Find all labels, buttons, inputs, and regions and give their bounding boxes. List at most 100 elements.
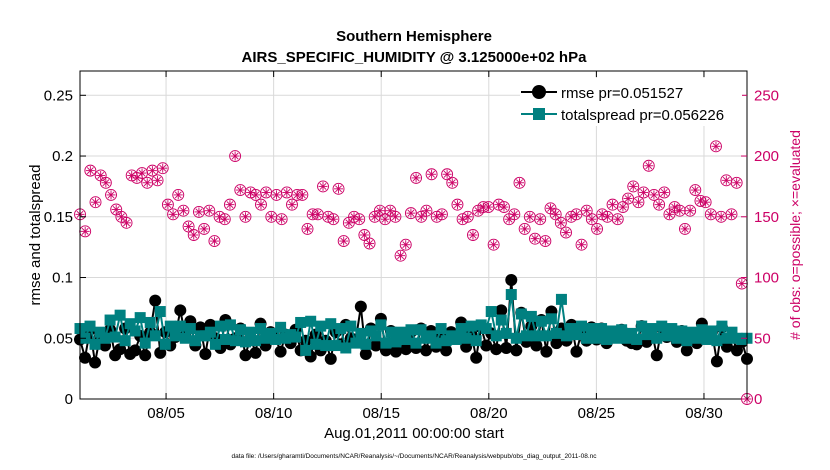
obs-evaluated-point (344, 218, 354, 228)
spread-point (530, 330, 542, 342)
obs-evaluated-point (359, 230, 369, 240)
obs-possible-point (301, 222, 314, 235)
spread-point (570, 329, 582, 341)
x-tick-label: 08/30 (685, 405, 723, 422)
obs-evaluated-stroke (231, 152, 239, 160)
obs-evaluated-point (664, 209, 674, 219)
spread-point (545, 313, 557, 325)
spread-point (510, 332, 522, 344)
y-tick-label: 0.05 (44, 330, 73, 347)
obs-possible-point (549, 208, 562, 221)
obs-evaluated-point (411, 173, 421, 183)
rmse-point (530, 339, 543, 352)
obs-evaluated-point (153, 175, 163, 185)
rmse-point (324, 352, 337, 365)
spread-point (144, 316, 156, 328)
spread-point (245, 326, 257, 338)
rmse-point (274, 345, 287, 358)
rmse-point (89, 356, 102, 369)
obs-possible-point (658, 186, 671, 199)
obs-evaluated-point (649, 190, 659, 200)
rmse-point (500, 341, 513, 354)
obs-evaluated-point (375, 206, 385, 216)
obs-evaluated-stroke (609, 201, 617, 209)
spread-point (360, 338, 372, 350)
obs-possible-point (120, 216, 133, 229)
obs-evaluated-point (582, 206, 592, 216)
rmse-point (420, 344, 433, 357)
spread-point (450, 333, 462, 345)
obs-evaluated-point (546, 203, 556, 213)
y-right-tick-label: 50 (754, 330, 771, 347)
spread-point (375, 319, 387, 331)
obs-possible-point (575, 238, 588, 251)
spread-point (290, 331, 302, 343)
rmse-point (369, 339, 382, 352)
obs-evaluated-stroke (97, 172, 105, 179)
obs-evaluated-stroke (464, 213, 472, 221)
obs-evaluated-point (354, 214, 364, 224)
obs-evaluated-stroke (86, 167, 94, 175)
obs-evaluated-point (721, 175, 731, 185)
obs-evaluated-point (235, 185, 245, 195)
obs-evaluated-stroke (386, 207, 394, 215)
legend: rmse pr=0.051527 totalspread pr=0.056226 (520, 78, 742, 126)
obs-possible-point (151, 174, 164, 187)
spread-point (229, 335, 241, 347)
obs-evaluated-point (313, 209, 323, 219)
obs-evaluated-point (633, 197, 643, 207)
obs-evaluated-stroke (696, 197, 704, 205)
obs-evaluated-point (711, 141, 721, 151)
rmse-point (154, 346, 167, 359)
chart-title: Southern Hemisphere (336, 28, 492, 45)
obs-evaluated-point (577, 240, 587, 250)
spread-point (270, 333, 282, 345)
obs-evaluated-point (701, 197, 711, 207)
spread-point (114, 309, 126, 321)
obs-evaluated-point (365, 239, 375, 249)
obs-evaluated-point (706, 209, 716, 219)
spread-point (525, 310, 537, 322)
obs-evaluated-point (178, 206, 188, 216)
obs-evaluated-stroke (107, 191, 115, 199)
obs-possible-point (725, 208, 738, 221)
obs-evaluated-stroke (490, 241, 498, 249)
obs-evaluated-point (271, 190, 281, 200)
obs-evaluated-stroke (676, 207, 684, 215)
obs-evaluated-stroke (655, 201, 663, 209)
obs-possible-point (508, 208, 521, 221)
spread-point (596, 323, 608, 335)
obs-evaluated-stroke (474, 207, 482, 215)
obs-possible-point (167, 208, 180, 221)
obs-evaluated-stroke (247, 189, 255, 196)
spread-point (721, 332, 733, 344)
obs-possible-point (642, 159, 655, 172)
obs-evaluated-stroke (583, 207, 591, 215)
obs-evaluated-point (670, 202, 680, 212)
spread-point (119, 335, 131, 347)
obs-evaluated-point (592, 224, 602, 234)
obs-possible-point (420, 204, 433, 217)
obs-evaluated-point (659, 187, 669, 197)
obs-evaluated-point (251, 190, 261, 200)
spread-point (320, 340, 332, 352)
obs-evaluated-stroke (645, 162, 653, 170)
obs-evaluated-stroke (329, 215, 337, 223)
obs-evaluated-point (571, 209, 581, 219)
ticks: 08/05 08/10 08/15 08/20 08/25 08/30 0 0.05 0.1 0.… (44, 71, 779, 422)
obs-evaluated-stroke (541, 237, 549, 245)
obs-possible-point (99, 176, 112, 189)
obs-evaluated-stroke (200, 225, 208, 233)
rmse-point (510, 344, 523, 357)
obs-evaluated-stroke (526, 213, 534, 221)
spread-point (631, 333, 643, 345)
spread-point (385, 326, 397, 338)
obs-evaluated-point (287, 200, 297, 210)
spread-point (265, 327, 277, 339)
obs-evaluated-stroke (360, 231, 368, 239)
spread-point (149, 330, 161, 342)
obs-evaluated-point (225, 200, 235, 210)
spread-point (355, 327, 367, 339)
obs-evaluated-stroke (376, 207, 384, 215)
y-axis-label: rmse and totalspread (27, 165, 44, 306)
